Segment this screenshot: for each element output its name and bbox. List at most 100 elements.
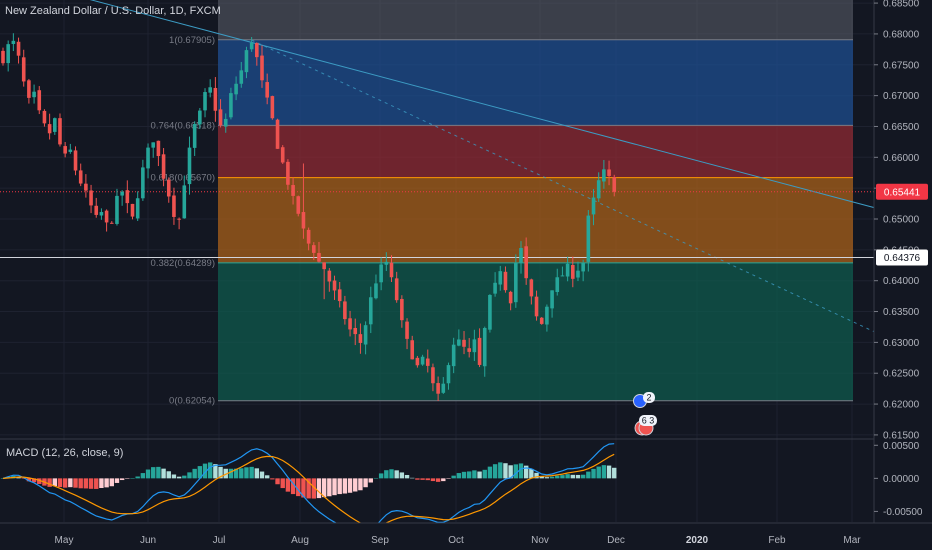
price-axis-bg (874, 0, 932, 550)
macd-histogram-bar (280, 478, 285, 489)
price-tick-label: 0.66000 (883, 153, 920, 164)
macd-histogram-bar (446, 478, 451, 479)
macd-histogram-bar (467, 471, 472, 479)
candle-body (425, 358, 430, 366)
candle-body (436, 383, 440, 394)
candle-body (602, 169, 606, 182)
candle-body (177, 218, 181, 220)
macd-histogram-bar (373, 477, 379, 479)
macd-histogram-bar (145, 469, 151, 479)
badge-count: 6 3 (642, 416, 655, 426)
macd-histogram-bar (301, 478, 306, 498)
candle-body (508, 291, 513, 304)
macd-histogram-bar (441, 478, 446, 482)
candle-body (332, 280, 337, 291)
time-axis-bg (0, 523, 932, 550)
price-axis[interactable]: 0.68500 0.68000 0.67500 0.67000 0.66500 0.660… (873, 0, 932, 550)
candle-body (6, 44, 10, 64)
macd-histogram-bar (31, 478, 37, 483)
macd-histogram-bar (119, 478, 125, 481)
macd-histogram-bar (591, 468, 596, 479)
candle-body (213, 87, 218, 111)
candle-body (58, 118, 62, 145)
candle-body (327, 270, 332, 282)
candle-body (120, 191, 124, 196)
macd-histogram-bar (560, 475, 565, 479)
macd-histogram-bar (259, 471, 265, 479)
macd-histogram-bar (601, 465, 607, 479)
price-tick-label: 0.63000 (883, 338, 920, 349)
candle-body (503, 271, 508, 291)
event-badges[interactable]: 2 6 3 (633, 392, 658, 436)
macd-histogram-bar (57, 478, 63, 488)
candle-body (410, 340, 415, 360)
macd-histogram-bar (166, 471, 171, 479)
candle-body (363, 325, 368, 345)
candle-body (488, 294, 492, 330)
candle-body (482, 328, 487, 367)
macd-histogram-bar (456, 473, 462, 479)
candle-body (203, 92, 207, 111)
macd-histogram-bar (404, 474, 410, 479)
time-tick-label: Sep (371, 535, 389, 546)
macd-histogram-bar (151, 467, 156, 479)
badge-count: 2 (646, 393, 651, 403)
macd-histogram-bar (321, 478, 327, 498)
candle-body (607, 169, 611, 176)
candle-body (389, 262, 394, 278)
macd-histogram-bar (425, 478, 430, 481)
candle-body (519, 247, 523, 263)
badge-count-bg (639, 415, 657, 426)
candle-body (104, 210, 109, 223)
fib-level-label: 0.618(0.65670) (151, 173, 215, 184)
macd-histogram-bar (534, 472, 539, 479)
candle-body (47, 124, 52, 134)
chart-title: New Zealand Dollar / U.S. Dollar, 1D, FX… (5, 5, 221, 17)
time-tick-label: Dec (607, 535, 625, 546)
trendline[interactable] (0, 0, 932, 249)
candle-body (545, 306, 549, 325)
candle-body (555, 277, 560, 293)
candle-body (198, 110, 202, 125)
macd-histogram-bar (187, 472, 192, 479)
candle-body (358, 334, 363, 343)
macd-histogram-bar (285, 478, 291, 492)
macd-histogram-bar (575, 474, 581, 479)
macd-histogram-bar (327, 478, 332, 497)
candle-body (37, 90, 42, 111)
macd-histogram-bar (503, 463, 508, 479)
candles (1, 33, 617, 401)
candle-body (498, 271, 503, 285)
macd-histogram-bar (275, 478, 280, 485)
time-tick-label: Jun (140, 535, 156, 546)
candle-body (21, 57, 26, 82)
time-tick-label: Oct (448, 535, 464, 546)
price-tick-label: 0.63500 (883, 307, 920, 318)
candle-body (286, 161, 290, 185)
candle-body (431, 367, 435, 384)
macd-histogram-bar (596, 466, 601, 479)
candle-body (99, 212, 104, 216)
macd-histogram-bar (62, 478, 68, 488)
candle-body (260, 55, 264, 81)
macd-histogram-bar (228, 468, 234, 479)
price-tick-label: 0.67500 (883, 60, 920, 71)
candle-body (467, 348, 471, 352)
candle-body (125, 190, 130, 204)
candle-body (301, 212, 306, 229)
macd-histogram-bar (197, 466, 203, 479)
event-badge: 6 3 (634, 415, 657, 436)
macd-histogram-bar (233, 468, 239, 479)
time-axis[interactable]: May Jun Jul Aug Sep Oct Nov Dec 2020 Feb Mar (0, 522, 932, 550)
time-tick-label: Aug (291, 535, 309, 546)
fibonacci-retracement[interactable]: 1(0.67905) 0.764(0.66518) 0.618(0.65670) 0.… (151, 0, 853, 407)
price-tick-label: 0.68500 (883, 0, 920, 10)
candle-body (63, 146, 67, 154)
macd-histogram-bar (254, 468, 260, 479)
candle-body (379, 264, 383, 283)
candle-body (524, 246, 528, 279)
candle-body (343, 301, 347, 320)
candle-body (161, 154, 166, 179)
candle-body (529, 279, 534, 297)
